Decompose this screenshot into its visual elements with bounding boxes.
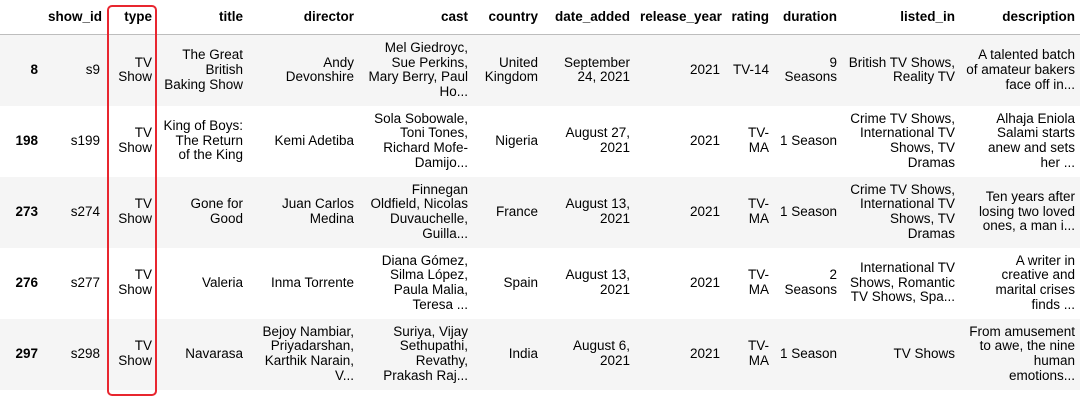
row-index: 276 <box>15 274 38 290</box>
cell-listed-in: British TV Shows, Reality TV <box>848 54 955 85</box>
cell-country: France <box>495 203 538 219</box>
cell-show-id: s274 <box>70 203 100 219</box>
cell-description: A writer in creative and marital crises … <box>995 252 1075 312</box>
cell-listed-in: International TV Shows, Romantic TV Show… <box>849 260 955 305</box>
row-index: 297 <box>15 345 38 361</box>
cell-director: Juan Carlos Medina <box>281 196 354 226</box>
cell-rating: TV-14 <box>732 61 769 77</box>
cell-title: Gone for Good <box>190 196 243 226</box>
cell-description: A talented batch of amateur bakers face … <box>966 47 1075 92</box>
cell-release-year: 2021 <box>689 345 720 361</box>
cell-duration: 1 Season <box>779 132 837 148</box>
dataframe-table: show_id type title director cast country… <box>0 0 1080 390</box>
column-header-duration: duration <box>774 0 842 35</box>
cell-director: Andy Devonshire <box>285 54 354 85</box>
cell-listed-in: Crime TV Shows, International TV Shows, … <box>850 181 955 241</box>
cell-type: TV Show <box>118 338 152 368</box>
header-row: show_id type title director cast country… <box>0 0 1080 35</box>
cell-title: Navarasa <box>185 345 243 361</box>
column-header-director: director <box>248 0 359 35</box>
cell-description: Ten years after losing two loved ones, a… <box>978 189 1075 234</box>
cell-date-added: August 13, 2021 <box>565 267 630 297</box>
column-header-title: title <box>157 0 248 35</box>
cell-cast: Sola Sobowale, Toni Tones, Richard Mofe-… <box>374 110 468 170</box>
cell-cast: Diana Gómez, Silma López, Paula Malia, T… <box>381 252 468 312</box>
cell-director: Bejoy Nambiar, Priyadarshan, Karthik Nar… <box>262 323 354 383</box>
column-header-show-id: show_id <box>43 0 105 35</box>
cell-cast: Finnegan Oldfield, Nicolas Duvauchelle, … <box>370 181 468 241</box>
cell-country: United Kingdom <box>484 54 538 85</box>
cell-cast: Suriya, Vijay Sethupathi, Revathy, Praka… <box>383 323 468 383</box>
cell-rating: TV-MA <box>747 196 769 226</box>
cell-title: Valeria <box>201 274 243 290</box>
cell-show-id: s9 <box>85 61 100 77</box>
column-header-index <box>0 0 43 35</box>
cell-country: Spain <box>503 274 538 290</box>
cell-release-year: 2021 <box>689 132 720 148</box>
table-row: 297 s298 TV Show Navarasa Bejoy Nambiar,… <box>0 318 1080 390</box>
cell-type: TV Show <box>118 267 152 297</box>
cell-title: King of Boys: The Return of the King <box>163 118 243 163</box>
cell-date-added: August 27, 2021 <box>565 125 630 155</box>
cell-description: Alhaja Eniola Salami starts anew and set… <box>987 110 1075 170</box>
cell-duration: 1 Season <box>779 345 837 361</box>
cell-rating: TV-MA <box>747 267 769 297</box>
cell-show-id: s199 <box>70 132 100 148</box>
cell-description: From amusement to awe, the nine human em… <box>969 323 1075 383</box>
cell-listed-in: TV Shows <box>893 345 955 361</box>
cell-type: TV Show <box>118 196 152 226</box>
cell-rating: TV-MA <box>747 125 769 155</box>
column-header-type: type <box>105 0 157 35</box>
table-row: 198 s199 TV Show King of Boys: The Retur… <box>0 105 1080 177</box>
column-header-listed-in: listed_in <box>842 0 960 35</box>
cell-country: Nigeria <box>495 132 538 148</box>
cell-duration: 1 Season <box>779 203 837 219</box>
cell-country: India <box>508 345 538 361</box>
cell-cast: Mel Giedroyc, Sue Perkins, Mary Berry, P… <box>368 40 468 99</box>
cell-duration: 2 Seasons <box>784 267 837 297</box>
cell-director: Kemi Adetiba <box>274 132 354 148</box>
cell-show-id: s298 <box>70 345 100 361</box>
cell-release-year: 2021 <box>689 61 720 77</box>
cell-title: The Great British Baking Show <box>164 47 243 92</box>
row-index: 273 <box>15 203 38 219</box>
table-row: 276 s277 TV Show Valeria Inma Torrente D… <box>0 247 1080 319</box>
cell-rating: TV-MA <box>747 338 769 368</box>
cell-director: Inma Torrente <box>270 274 354 290</box>
cell-listed-in: Crime TV Shows, International TV Shows, … <box>850 110 955 170</box>
table-row: 273 s274 TV Show Gone for Good Juan Carl… <box>0 176 1080 248</box>
row-index: 8 <box>30 61 38 77</box>
cell-duration: 9 Seasons <box>784 54 837 85</box>
cell-show-id: s277 <box>70 274 100 290</box>
cell-date-added: September 24, 2021 <box>563 54 630 85</box>
column-header-release-year: release_year <box>635 0 725 35</box>
column-header-rating: rating <box>725 0 774 35</box>
row-index: 198 <box>15 132 38 148</box>
cell-type: TV Show <box>118 54 152 85</box>
cell-type: TV Show <box>118 125 152 155</box>
column-header-country: country <box>473 0 543 35</box>
cell-date-added: August 13, 2021 <box>565 196 630 226</box>
column-header-date-added: date_added <box>543 0 635 35</box>
column-header-cast: cast <box>359 0 473 35</box>
cell-release-year: 2021 <box>689 203 720 219</box>
table-row: 8 s9 TV Show The Great British Baking Sh… <box>0 34 1080 106</box>
cell-date-added: August 6, 2021 <box>572 338 630 368</box>
cell-release-year: 2021 <box>689 274 720 290</box>
column-header-description: description <box>960 0 1080 35</box>
